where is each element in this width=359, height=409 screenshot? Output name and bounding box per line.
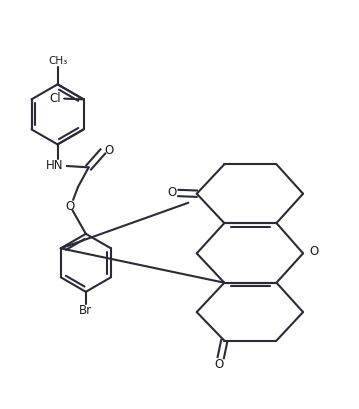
Text: Cl: Cl [50, 92, 61, 105]
Text: O: O [214, 358, 224, 371]
Text: O: O [309, 245, 318, 258]
Text: O: O [167, 187, 176, 200]
Text: HN: HN [46, 159, 64, 172]
Text: O: O [65, 200, 74, 213]
Text: Br: Br [79, 303, 92, 317]
Text: CH₃: CH₃ [48, 56, 67, 66]
Text: O: O [104, 144, 114, 157]
